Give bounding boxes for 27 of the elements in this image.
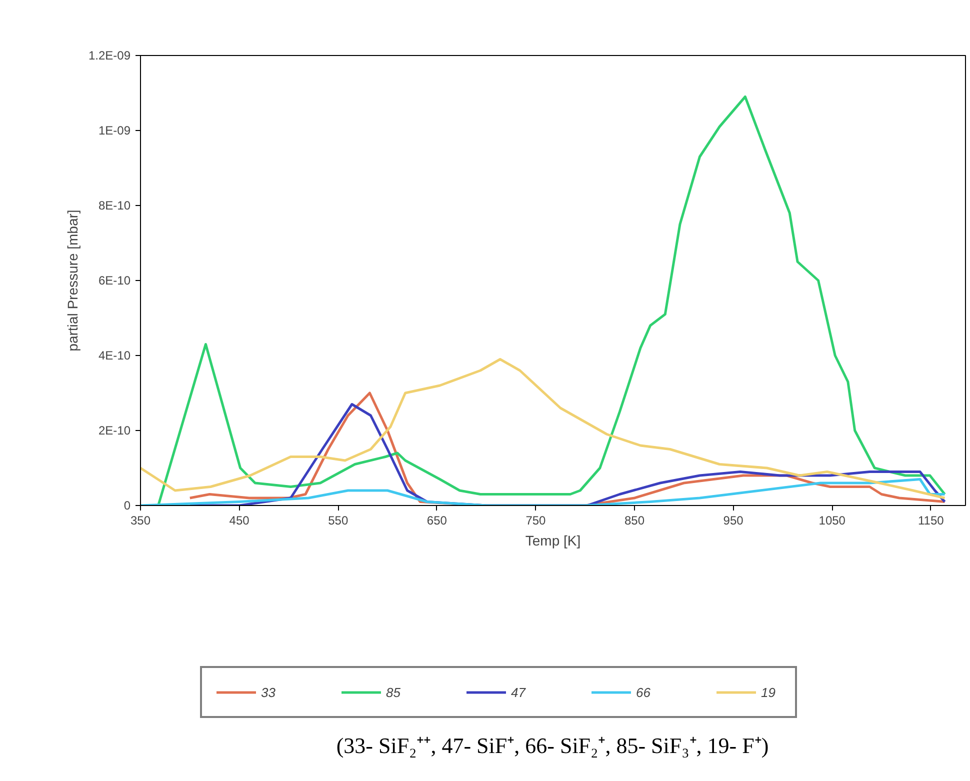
x-tick-label: 350 bbox=[130, 514, 151, 528]
text: (33- SiF₂⁺⁺, 47- SiF⁺, 66- SiF₂⁺, 85- SiF₃⁺, 19- F⁺) bbox=[336, 733, 769, 758]
x-tick-label: 750 bbox=[526, 514, 546, 528]
line-series bbox=[157, 96, 946, 506]
x-tick-label: 650 bbox=[426, 514, 448, 528]
y-tick-label: 0 bbox=[124, 498, 131, 512]
y-tick-label: 8E-10 bbox=[98, 198, 131, 212]
legend-label: 85 bbox=[386, 684, 402, 700]
x-tick-label: 950 bbox=[723, 514, 744, 528]
line-series bbox=[140, 478, 946, 506]
legend-label: 33 bbox=[261, 684, 276, 700]
y-tick-label: 6E-10 bbox=[98, 274, 131, 288]
legend-label: 47 bbox=[511, 684, 527, 700]
y-tick-label: 1E-09 bbox=[98, 124, 131, 138]
y-tick-label: 2E-10 bbox=[98, 424, 131, 438]
y-axis-title: partial Pressure [mbar] bbox=[64, 210, 80, 352]
x-tick-label: 850 bbox=[624, 514, 645, 528]
x-tick-label: 1050 bbox=[818, 514, 846, 528]
line-series bbox=[140, 358, 946, 500]
y-tick-label: 4E-10 bbox=[98, 348, 131, 362]
legend-label: 19 bbox=[761, 684, 776, 700]
x-tick-label: 450 bbox=[229, 514, 250, 528]
x-axis-title: Temp [K] bbox=[525, 532, 581, 548]
x-tick-label: 1150 bbox=[918, 514, 944, 528]
y-tick-label: 1.2E-09 bbox=[88, 48, 131, 62]
x-tick-label: 550 bbox=[328, 514, 348, 528]
legend-label: 66 bbox=[636, 684, 652, 700]
